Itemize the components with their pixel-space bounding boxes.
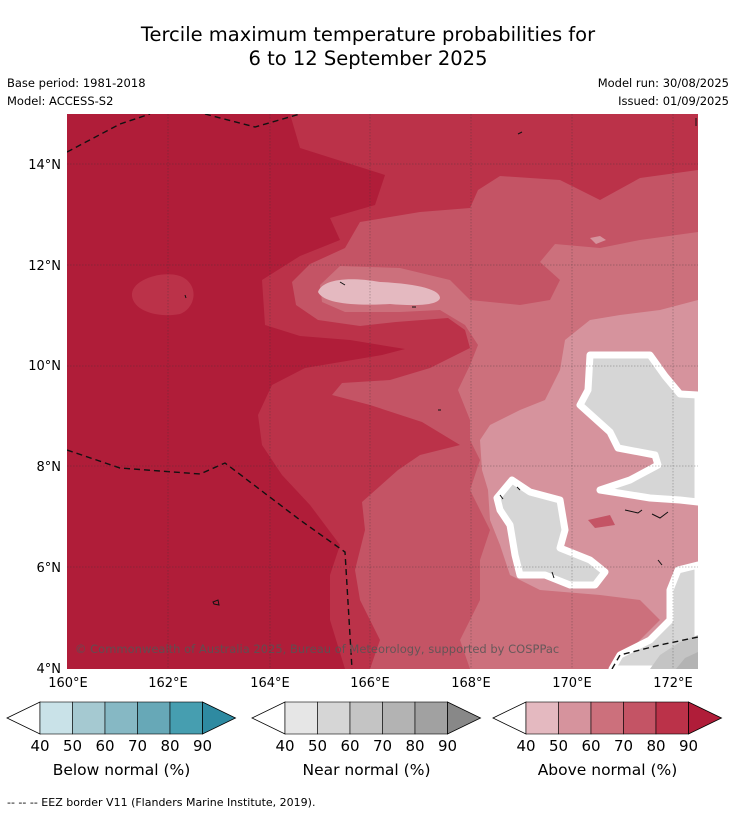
x-tick-label: 172°E — [653, 676, 693, 691]
y-tick-label: 14°N — [28, 158, 61, 173]
colorbar-below-tick-label: 70 — [128, 737, 147, 755]
colorbar-near-tick-label: 50 — [308, 737, 327, 755]
colorbar-below-label: Below normal (%) — [52, 761, 191, 779]
colorbar-below-max-triangle — [202, 701, 237, 735]
near-normal-region-south — [493, 476, 609, 589]
x-tick-label: 164°E — [250, 676, 290, 691]
colorbar-below-tick-label: 80 — [160, 737, 179, 755]
colorbar-above-segment — [558, 701, 592, 735]
colorbar-above-tick-label: 40 — [516, 737, 535, 755]
eez-footnote: -- -- -- EEZ border V11 (Flanders Marine… — [7, 796, 316, 809]
colorbar-near-segment — [382, 701, 416, 735]
x-tick-label: 160°E — [48, 676, 88, 691]
colorbar-below-tick-label: 40 — [30, 737, 49, 755]
above-50-patch — [590, 236, 606, 244]
colorbar-above-tick-label: 80 — [646, 737, 665, 755]
eez-border-west — [67, 449, 353, 669]
copyright-watermark: © Commonwealth of Australia 2025, Bureau… — [75, 642, 559, 656]
colorbar-above-tick-label: 50 — [549, 737, 568, 755]
colorbar-below-segment — [169, 701, 203, 735]
issued-label: Issued: 01/09/2025 — [618, 94, 729, 108]
colorbar-near-tick-label: 70 — [373, 737, 392, 755]
colorbar-near-label: Near normal (%) — [302, 761, 431, 779]
colorbar-below-tick-label: 90 — [193, 737, 212, 755]
above-80-patch — [131, 274, 194, 316]
colorbar-near-segment — [414, 701, 448, 735]
islands — [184, 118, 697, 606]
near-normal-region-east — [576, 351, 698, 506]
x-tick-label: 166°E — [350, 676, 390, 691]
eez-border-north — [204, 114, 301, 128]
colorbar-legends: 40 50 60 70 80 90 40 50 60 70 80 90 40 50 60 70 80 90 — [6, 701, 723, 755]
x-tick-label: 168°E — [451, 676, 491, 691]
colorbar-near-min-triangle — [251, 701, 286, 735]
colorbar-below-min-triangle — [6, 701, 41, 735]
colorbar-below-tick-label: 60 — [95, 737, 114, 755]
y-tick-label: 4°N — [37, 662, 62, 677]
colorbar-above-max-triangle — [688, 701, 723, 735]
colorbar-near-tick-label: 90 — [438, 737, 457, 755]
y-tick-label: 8°N — [37, 460, 62, 475]
colorbar-above-segment — [655, 701, 689, 735]
colorbar-near-tick-label: 80 — [405, 737, 424, 755]
colorbar-below-segment — [39, 701, 73, 735]
base-period-label: Base period: 1981-2018 — [7, 76, 146, 90]
y-tick-label: 12°N — [28, 259, 61, 274]
colorbar-above-tick-label: 60 — [581, 737, 600, 755]
colorbar-below-segment — [104, 701, 138, 735]
colorbar-near-segment — [317, 701, 351, 735]
colorbar-above-segment — [623, 701, 657, 735]
colorbar-above-segment — [525, 701, 559, 735]
colorbar-above-tick-label: 70 — [614, 737, 633, 755]
eez-border-northwest — [67, 114, 151, 153]
colorbar-below-segment — [137, 701, 171, 735]
model-run-label: Model run: 30/08/2025 — [597, 76, 729, 90]
x-tick-label: 162°E — [148, 676, 188, 691]
colorbar-above-segment — [590, 701, 624, 735]
y-tick-label: 10°N — [28, 359, 61, 374]
colorbar-near-tick-label: 40 — [275, 737, 294, 755]
probability-map: © Commonwealth of Australia 2025, Bureau… — [6, 114, 723, 755]
x-tick-label: 170°E — [552, 676, 592, 691]
colorbar-above-tick-label: 90 — [679, 737, 698, 755]
colorbar-above: 40 50 60 70 80 90 — [492, 701, 723, 755]
colorbar-near-segment — [349, 701, 383, 735]
near-normal-70-patch — [676, 652, 698, 669]
above-40-patch — [318, 279, 440, 306]
above-70-patch — [588, 515, 615, 528]
colorbar-near: 40 50 60 70 80 90 — [251, 701, 482, 755]
colorbar-above-label: Above normal (%) — [537, 761, 678, 779]
map-field: © Commonwealth of Australia 2025, Bureau… — [67, 114, 698, 669]
colorbar-near-max-triangle — [447, 701, 482, 735]
map-title-line2: 6 to 12 September 2025 — [248, 47, 488, 70]
colorbar-near-segment — [284, 701, 318, 735]
near-normal-region-southeast — [608, 561, 698, 669]
graticule — [67, 114, 698, 669]
colorbar-near-tick-label: 60 — [340, 737, 359, 755]
model-label: Model: ACCESS-S2 — [7, 94, 114, 108]
colorbar-above-min-triangle — [492, 701, 527, 735]
map-title-line1: Tercile maximum temperature probabilitie… — [140, 23, 596, 46]
y-tick-label: 6°N — [37, 561, 62, 576]
y-axis-ticks: 4°N 6°N 8°N 10°N 12°N 14°N — [28, 158, 61, 677]
colorbar-below: 40 50 60 70 80 90 — [6, 701, 237, 755]
colorbar-below-tick-label: 50 — [63, 737, 82, 755]
colorbar-below-segment — [72, 701, 106, 735]
x-axis-ticks: 160°E 162°E 164°E 166°E 168°E 170°E 172°… — [48, 676, 693, 691]
eez-borders — [67, 114, 698, 669]
